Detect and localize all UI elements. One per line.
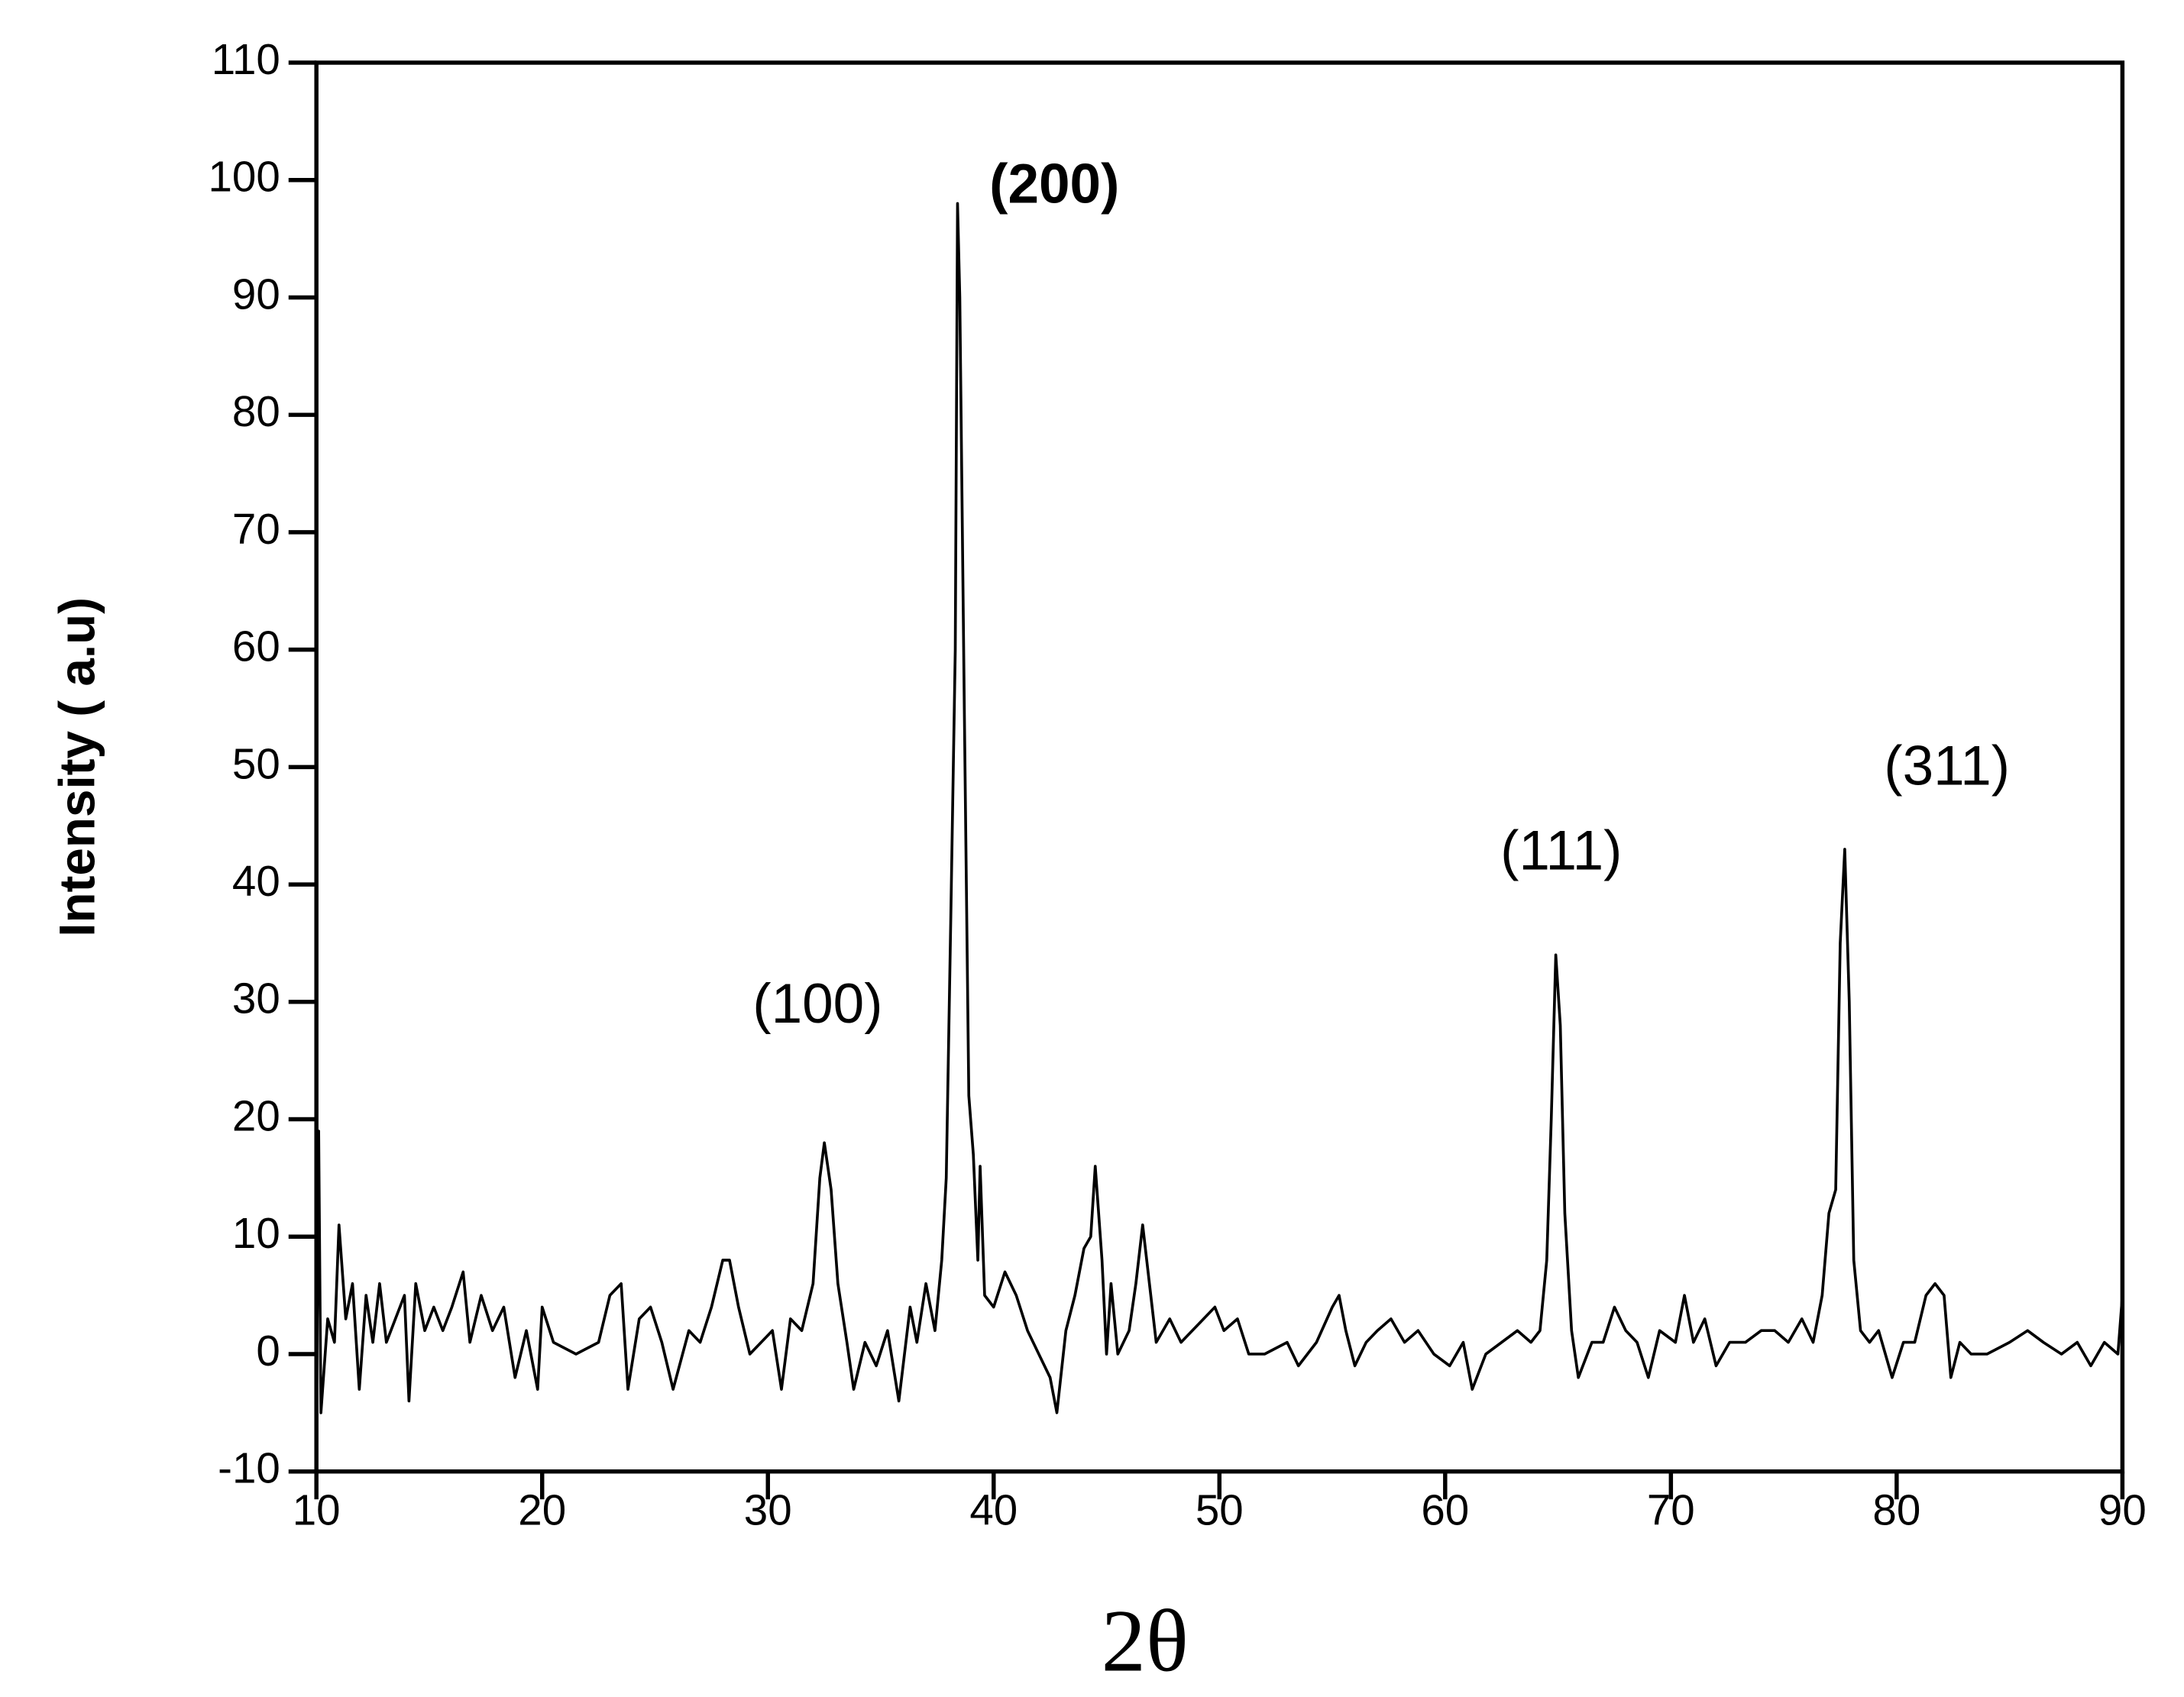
x-tick-label: 90: [2098, 1485, 2147, 1534]
y-tick-label: 80: [232, 387, 280, 435]
y-tick-label: 0: [256, 1327, 280, 1375]
y-tick-label: 100: [209, 153, 280, 201]
y-tick-label: 70: [232, 505, 280, 553]
x-tick-label: 80: [1872, 1485, 1920, 1534]
data-line: [315, 202, 2124, 1414]
peak-label: (200): [989, 153, 1119, 215]
y-tick-label: 10: [232, 1209, 280, 1257]
y-tick-label: 50: [232, 739, 280, 787]
y-tick-label: 60: [232, 622, 280, 671]
y-tick-label: 90: [232, 270, 280, 318]
x-tick-label: 30: [744, 1485, 792, 1534]
y-tick-label: -10: [218, 1444, 280, 1492]
y-tick-label: 110: [212, 35, 280, 83]
x-tick-label: 10: [293, 1485, 341, 1534]
peak-label: (111): [1500, 819, 1622, 881]
peak-label: (100): [752, 973, 882, 1035]
x-tick-label: 60: [1421, 1485, 1469, 1534]
y-axis-title: Intensity ( a.u): [49, 597, 105, 937]
y-tick-label: 30: [232, 975, 280, 1023]
peak-label: (311): [1884, 735, 2010, 797]
x-tick-label: 70: [1647, 1485, 1695, 1534]
plot-frame: [314, 60, 2125, 1474]
x-tick-label: 50: [1196, 1485, 1244, 1534]
y-tick-label: 20: [232, 1091, 280, 1139]
x-axis-title: 2θ: [1102, 1592, 1189, 1690]
y-tick-label: 40: [232, 857, 280, 905]
x-tick-label: 40: [969, 1485, 1018, 1534]
x-tick-label: 20: [518, 1485, 566, 1534]
